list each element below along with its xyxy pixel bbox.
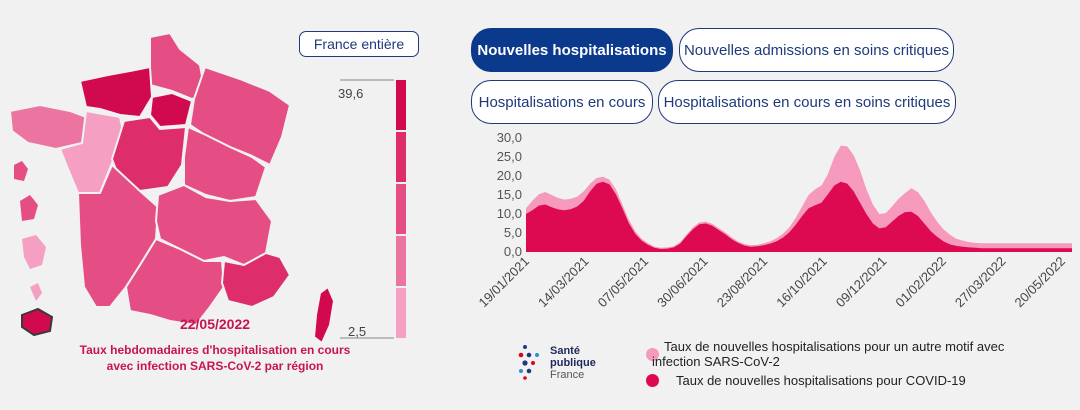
y-tick-label: 30,0: [497, 130, 522, 145]
x-tick-label: 30/06/2021: [654, 254, 711, 311]
logo-line3: France: [550, 369, 585, 381]
y-tick-label: 15,0: [497, 187, 522, 202]
region-la-reunion[interactable]: [21, 307, 54, 337]
x-tick-label: 14/03/2021: [535, 254, 592, 311]
area-series-covid19: [526, 181, 1072, 252]
region-corse[interactable]: [312, 285, 336, 345]
x-tick-label: 16/10/2021: [773, 254, 830, 311]
x-tick-label: 23/08/2021: [714, 254, 771, 311]
x-tick-label: 19/01/2021: [475, 254, 532, 311]
region-grand-est[interactable]: [188, 65, 292, 167]
x-tick-label: 01/02/2022: [892, 254, 949, 311]
region-normandie[interactable]: [78, 65, 154, 119]
tab-hospitalisations-en-cours-soins-critiques[interactable]: Hospitalisations en cours en soins criti…: [658, 80, 956, 124]
region-guyane[interactable]: [22, 235, 46, 269]
tab-nouvelles-hospitalisations[interactable]: Nouvelles hospitalisations: [471, 28, 673, 72]
legend-swatch-1: [396, 80, 406, 130]
region-mayotte[interactable]: [30, 283, 42, 301]
region-bourgogne-franche-comte[interactable]: [183, 125, 268, 203]
hospitalisations-area-chart: 30,0 25,0 20,0 15,0 10,0 5,0 0,0 19/01/2021 14/…: [475, 130, 1072, 311]
y-tick-label: 0,0: [504, 244, 522, 259]
france-entiere-button[interactable]: France entière: [299, 31, 419, 57]
legend-label-covid19: Taux de nouvelles hospitalisations pour …: [676, 373, 966, 388]
x-tick-label: 09/12/2021: [833, 254, 890, 311]
region-guadeloupe[interactable]: [14, 161, 28, 181]
legend-max-label: 39,6: [338, 86, 364, 101]
legend-min-label: 2,5: [348, 324, 367, 339]
x-tick-label: 07/05/2021: [595, 254, 652, 311]
map-caption-line2: avec infection SARS-CoV-2 par région: [106, 359, 324, 373]
legend-label-autre-motif: Taux de nouvelles hospitalisations pour …: [652, 339, 1005, 369]
legend-swatch-4: [396, 236, 406, 286]
legend-swatch-5: [396, 288, 406, 338]
region-bretagne[interactable]: [8, 103, 88, 151]
map-date: 22/05/2022: [179, 316, 251, 332]
y-tick-label: 10,0: [497, 206, 522, 221]
legend-dot-autre-motif: [646, 348, 659, 361]
tab-nouvelles-admissions-soins-critiques[interactable]: Nouvelles admissions en soins critiques: [679, 28, 954, 72]
logo-line2: publique: [550, 357, 596, 369]
region-ile-de-france[interactable]: [148, 91, 194, 129]
x-tick-label: 20/05/2022: [1011, 254, 1068, 311]
y-tick-label: 5,0: [504, 225, 522, 240]
sante-publique-logo-mark: [518, 345, 539, 380]
y-tick-label: 20,0: [497, 168, 522, 183]
legend-dot-covid19: [646, 374, 659, 387]
x-tick-label: 27/03/2022: [952, 254, 1009, 311]
legend-swatch-3: [396, 184, 406, 234]
y-tick-label: 25,0: [497, 149, 522, 164]
map-caption: Taux hebdomadaires d'hospitalisation en …: [40, 342, 390, 374]
area-series-autre-motif: [526, 145, 1072, 252]
legend-swatch-2: [396, 132, 406, 182]
france-region-map: [8, 31, 336, 345]
color-scale-legend: [340, 79, 406, 339]
region-provence-alpes-cote-dazur[interactable]: [220, 251, 292, 309]
region-martinique[interactable]: [20, 195, 38, 221]
logo-line1: Santé: [550, 345, 580, 357]
tab-hospitalisations-en-cours[interactable]: Hospitalisations en cours: [471, 80, 653, 124]
map-caption-line1: Taux hebdomadaires d'hospitalisation en …: [79, 343, 351, 357]
